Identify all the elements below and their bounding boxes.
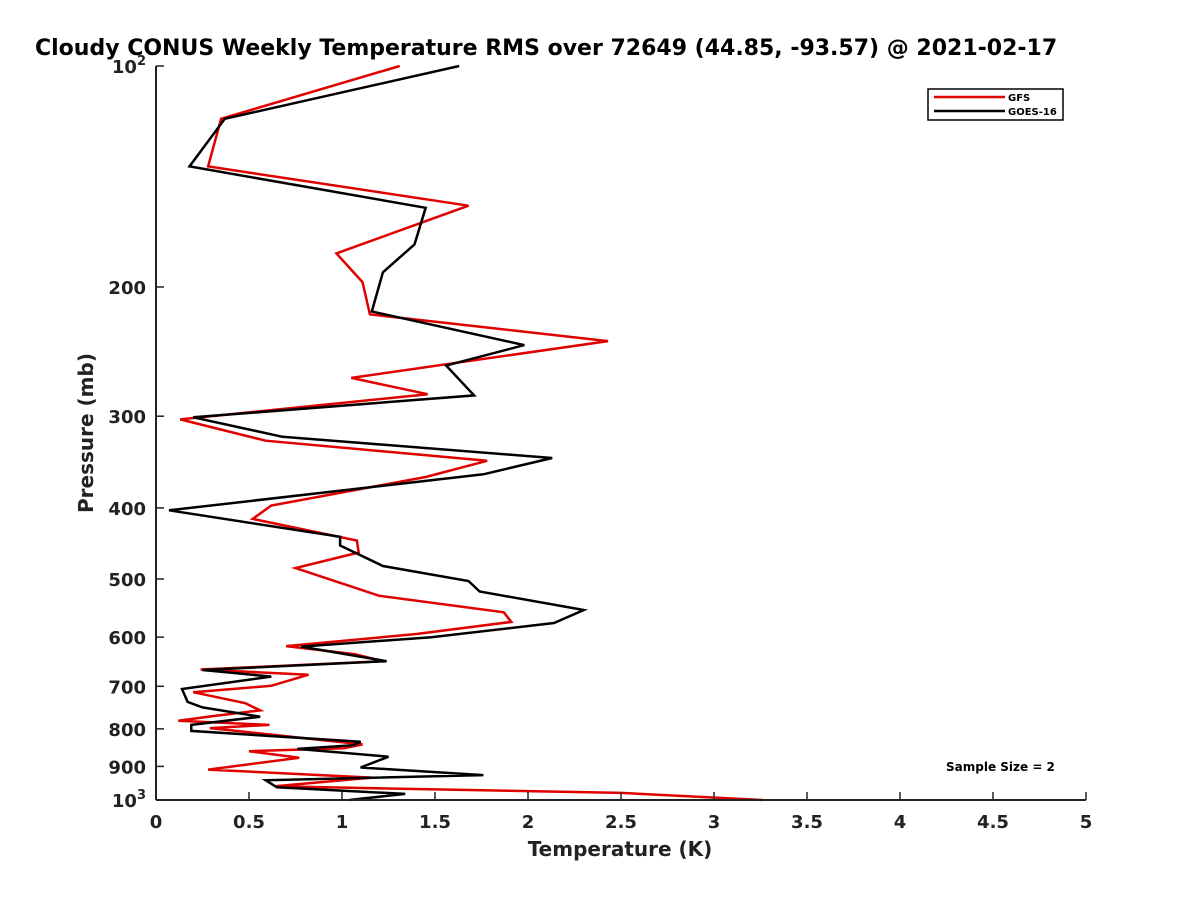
x-tick-label: 2.5 — [605, 812, 637, 833]
x-tick-label: 0 — [150, 812, 163, 833]
x-tick-label: 5 — [1080, 812, 1093, 833]
legend: GFS GOES-16 — [927, 88, 1064, 121]
y-tick-label: 700 — [108, 677, 146, 698]
chart-title: Cloudy CONUS Weekly Temperature RMS over… — [35, 36, 1057, 61]
legend-label-gfs: GFS — [1008, 93, 1030, 104]
legend-label-goes16: GOES-16 — [1008, 107, 1057, 118]
series-layer — [168, 64, 763, 802]
y-tick-label: 900 — [108, 757, 146, 778]
y-tick-label: 200 — [108, 278, 146, 299]
x-ticks: 0 0.5 1 1.5 2 2.5 3 3.5 4 4.5 5 — [150, 792, 1093, 833]
axes — [155, 66, 1086, 801]
x-axis-label: Temperature (K) — [528, 837, 713, 861]
y-tick-label: 300 — [108, 407, 146, 428]
y-tick-label: 800 — [108, 720, 146, 741]
x-tick-label: 3.5 — [791, 812, 823, 833]
x-tick-label: 4 — [894, 812, 907, 833]
x-tick-label: 4.5 — [977, 812, 1009, 833]
x-tick-label: 1 — [336, 812, 349, 833]
series-line-goes16 — [168, 64, 589, 802]
y-ticks: 102 200 300 400 500 600 700 800 900 103 — [108, 54, 164, 812]
x-tick-label: 0.5 — [233, 812, 265, 833]
x-tick-label: 3 — [708, 812, 721, 833]
x-tick-label: 2 — [522, 812, 535, 833]
y-axis-label: Pressure (mb) — [74, 353, 98, 513]
y-tick-label: 102 — [112, 54, 146, 78]
legend-box — [927, 88, 1064, 121]
y-tick-label: 500 — [108, 570, 146, 591]
x-tick-label: 1.5 — [419, 812, 451, 833]
sample-size-annotation: Sample Size = 2 — [946, 760, 1055, 774]
y-tick-label: 600 — [108, 628, 146, 649]
y-tick-label: 103 — [112, 788, 146, 812]
y-tick-label: 400 — [108, 499, 146, 520]
